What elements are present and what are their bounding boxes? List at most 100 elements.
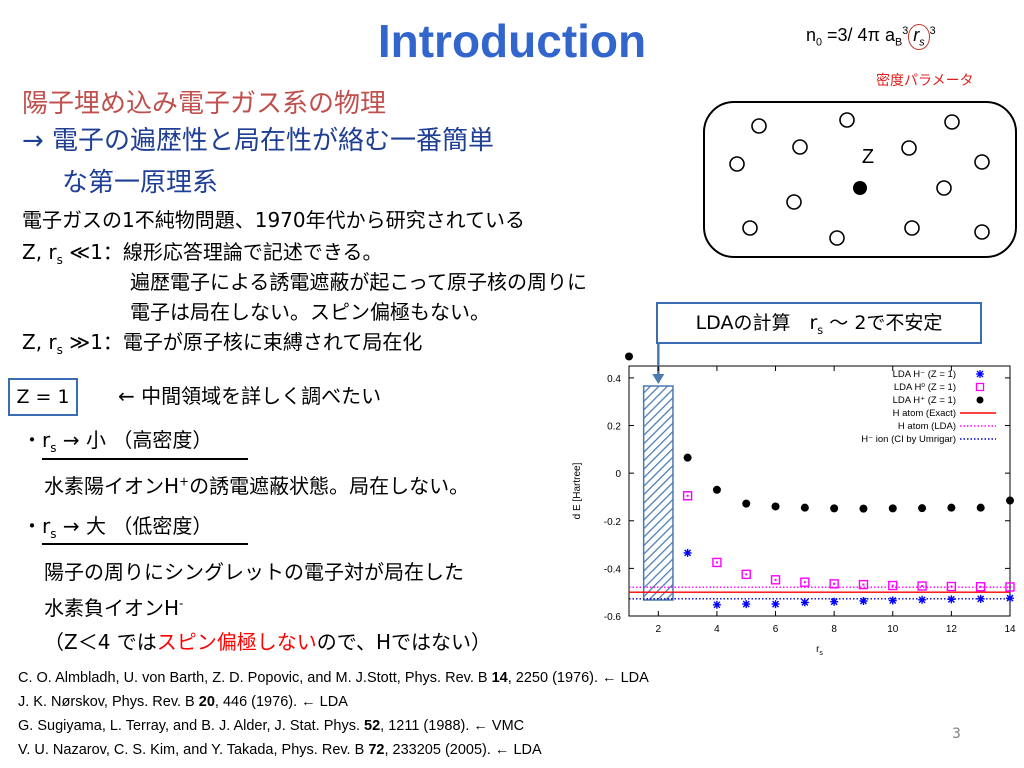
line5-pre: Z, r	[22, 330, 57, 354]
y-tick-label: 0	[615, 469, 621, 480]
data-point-h0	[946, 581, 957, 592]
line2-pre: Z, r	[22, 240, 57, 264]
line2-post: ≪1：線形応答理論で記述できる。	[62, 240, 383, 264]
bullet1-sub: s	[50, 441, 57, 455]
electron	[974, 154, 990, 170]
electron	[936, 180, 952, 196]
ref-3-volume: 52	[364, 718, 381, 734]
data-point-hminus	[947, 595, 956, 604]
y-tick-label: -0.4	[604, 564, 622, 575]
ref-3-authors: G. Sugiyama, L. Terray, and B. J. Alder,…	[18, 718, 365, 734]
electron	[751, 118, 767, 134]
page-title: Introduction	[377, 15, 647, 67]
electron	[901, 140, 917, 156]
reference-2: J. K. Nørskov, Phys. Rev. B 20, 446 (197…	[18, 690, 649, 714]
bullet2-sub: s	[50, 527, 57, 541]
references: C. O. Almbladh, U. von Barth, Z. D. Popo…	[18, 666, 649, 762]
ref-2-authors: J. K. Nørskov, Phys. Rev. B	[18, 694, 199, 710]
body-line-4: 電子は局在しない。スピン偏極もない。	[130, 300, 490, 324]
body-line-3: 遍歴電子による誘電遮蔽が起こって原子核の周りに	[130, 270, 587, 294]
data-point-h0-center	[803, 581, 806, 584]
data-point-h0	[1005, 582, 1015, 592]
data-point-hplus	[859, 504, 868, 513]
data-point-hplus	[918, 504, 927, 513]
legend-marker	[976, 396, 984, 404]
plot-frame	[628, 365, 1011, 617]
ref-3-post: , 1211 (1988). ← VMC	[380, 718, 525, 734]
bullet1-text-post: の誘電遮蔽状態。局在しない。	[189, 474, 470, 498]
electron	[829, 230, 845, 246]
bullet1-pre: ・r	[22, 428, 51, 452]
data-point-h0	[888, 580, 898, 591]
data-point-hplus	[888, 504, 897, 513]
no-spin-polarization-text: スピン偏極しない	[156, 630, 317, 654]
data-point-hminus	[830, 597, 839, 606]
unstable-arrow-head	[652, 374, 665, 384]
data-point-hplus	[976, 503, 985, 512]
data-point-h0-center	[745, 573, 748, 576]
data-point-hplus	[742, 499, 751, 508]
data-point-h0	[800, 577, 810, 587]
data-point-h0	[682, 491, 693, 501]
z-equals-one-box: Z = 1	[8, 378, 78, 416]
data-point-hminus	[976, 594, 985, 603]
divider-1	[42, 458, 248, 460]
lda-box-pre: LDAの計算 r	[695, 312, 818, 334]
electron	[786, 194, 802, 210]
electrons	[729, 112, 990, 246]
reference-1: C. O. Almbladh, U. von Barth, Z. D. Popo…	[18, 666, 649, 690]
data-point-h0	[917, 581, 927, 591]
electron-gas-diagram: Z	[703, 101, 1017, 258]
formula-sup3a: 3	[902, 25, 909, 37]
density-formula: n0 =3/ 4π aB3 rs3	[806, 24, 936, 50]
rs-circle: rs	[908, 24, 930, 50]
bullet2-sup: -	[179, 596, 184, 611]
data-point-hminus	[771, 600, 780, 609]
data-point-h0-center	[833, 582, 836, 585]
data-point-h0-center	[921, 585, 924, 587]
data-point-hplus	[947, 503, 956, 512]
x-tick-label: 12	[946, 624, 958, 635]
bullet-1: ・rs → 小 （高密度）	[22, 424, 212, 455]
nucleus	[853, 181, 867, 195]
lda-unstable-box: LDAの計算 rs 〜 2で不安定	[656, 302, 982, 344]
data-point-hminus	[918, 595, 927, 604]
legend-label: LDA H⁻ (Z = 1)	[893, 369, 956, 380]
data-point-hplus	[830, 504, 839, 513]
data-point-hminus	[859, 597, 868, 605]
data-point-h0	[770, 575, 781, 585]
line5-sub: s	[56, 343, 63, 357]
bullet1-post: → 小 （高密度）	[56, 428, 213, 452]
data-point-h0-center	[686, 494, 689, 497]
ref-4-volume: 72	[368, 742, 385, 758]
data-point-hminus	[712, 600, 721, 609]
data-point-hplus	[712, 485, 721, 494]
data-point-h0-center	[891, 584, 894, 587]
legend-label: LDA H⁰ (Z = 1)	[894, 382, 956, 393]
diagram-frame	[703, 101, 1017, 258]
legend-label: H atom (LDA)	[898, 421, 956, 432]
data-point-hminus	[742, 600, 751, 609]
data-point-hplus	[625, 352, 633, 361]
bullet2-text3-pre: （Z＜4 では	[44, 630, 157, 654]
line2-sub: s	[56, 253, 63, 267]
data-point-h0	[712, 557, 722, 568]
electron	[742, 220, 758, 236]
x-tick-label: 6	[773, 624, 779, 635]
y-tick-label: 0.2	[607, 422, 621, 433]
y-tick-label: -0.6	[604, 612, 622, 623]
bullet2-post: → 大 （低密度）	[56, 514, 213, 538]
data-point-h0	[975, 582, 986, 592]
data-point-h0-center	[862, 583, 865, 586]
data-point-hplus	[800, 503, 809, 512]
data-point-hplus	[1006, 496, 1014, 505]
x-tick-label: 4	[714, 624, 720, 635]
ref-4-post: , 233205 (2005). ← LDA	[384, 742, 542, 758]
ref-4-authors: V. U. Nazarov, C. S. Kim, and Y. Takada,…	[18, 742, 369, 758]
bullet-2-text-2: 水素負イオンH-	[44, 592, 183, 621]
ref-1-authors: C. O. Almbladh, U. von Barth, Z. D. Popo…	[18, 670, 492, 686]
data-point-hminus	[800, 598, 809, 607]
bullet2-pre: ・r	[22, 514, 51, 538]
data-point-hplus	[771, 502, 780, 511]
legend-marker	[975, 382, 985, 392]
